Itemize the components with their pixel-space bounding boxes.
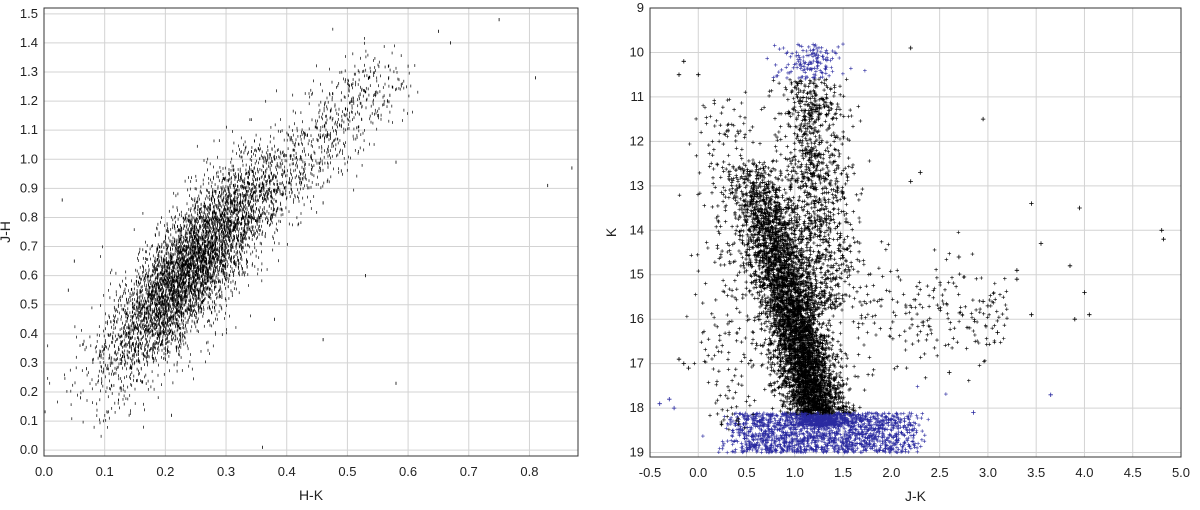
jh-vs-hk-plot: 0.0 0.1 0.2 0.3 0.4 0.5 0.6 0.7 0.80.00.10.20.30…: [0, 6, 579, 503]
jh-vs-hk-chart: 0.0 0.1 0.2 0.3 0.4 0.5 0.6 0.7 0.8 0.0 0.1 0.2 0.3 0…: [0, 6, 579, 503]
left-chart-grid: [43, 8, 578, 456]
left-chart-points: [44, 18, 573, 449]
